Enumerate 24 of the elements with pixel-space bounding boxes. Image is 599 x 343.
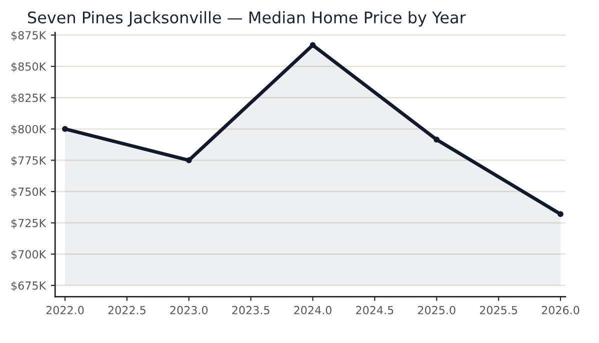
y-tick-label: $800K bbox=[11, 124, 46, 135]
y-tick-label: $675K bbox=[11, 281, 46, 292]
x-tick-label: 2022.5 bbox=[108, 306, 146, 314]
y-tick-label: $725K bbox=[11, 218, 46, 229]
x-tick-label: 2022.0 bbox=[46, 306, 84, 314]
y-tick-label: $850K bbox=[11, 62, 46, 72]
x-tick-label: 2026.0 bbox=[542, 306, 580, 314]
x-tick-label: 2025.0 bbox=[418, 306, 456, 314]
x-tick-label: 2025.5 bbox=[480, 306, 518, 314]
point bbox=[558, 211, 564, 218]
y-tick-label: $825K bbox=[11, 93, 46, 104]
x-tick-label: 2023.0 bbox=[170, 306, 208, 314]
x-tick-label: 2024.5 bbox=[356, 306, 394, 314]
point bbox=[434, 136, 440, 143]
chart-title: Seven Pines Jacksonville — Median Home Price by Year bbox=[28, 11, 466, 27]
y-tick-label: $775K bbox=[11, 156, 46, 166]
x-tick-label: 2024.0 bbox=[294, 306, 332, 314]
y-tick-label: $875K bbox=[11, 30, 46, 41]
point bbox=[310, 42, 316, 48]
point bbox=[62, 126, 68, 132]
x-tick-label: 2023.5 bbox=[232, 306, 270, 314]
y-tick-label: $750K bbox=[11, 187, 46, 198]
point bbox=[186, 157, 192, 164]
y-tick-label: $700K bbox=[11, 250, 46, 260]
